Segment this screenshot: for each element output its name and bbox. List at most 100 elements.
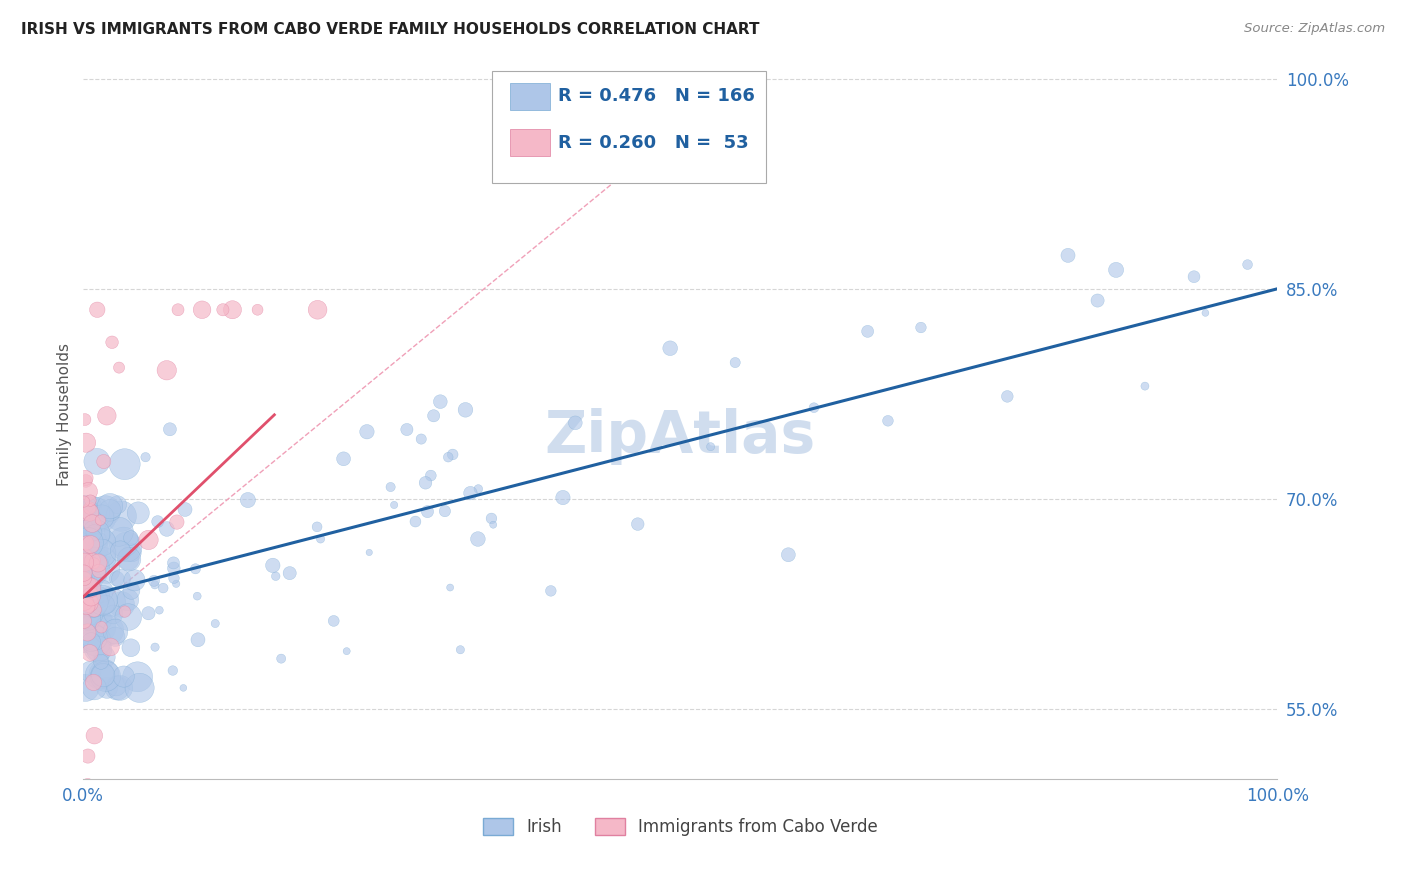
Point	[75, 471, 97, 485]
Point	[112, 669, 135, 683]
Point	[77, 611, 100, 625]
Point	[86, 302, 108, 317]
Point	[146, 515, 169, 529]
Point	[441, 448, 464, 462]
Point	[76, 572, 98, 586]
Point	[262, 558, 284, 573]
Point	[84, 634, 107, 648]
Point	[90, 655, 112, 669]
Point	[80, 537, 103, 551]
Point	[73, 570, 96, 584]
Point	[79, 646, 101, 660]
Point	[96, 681, 118, 695]
Point	[77, 578, 100, 592]
Point	[73, 572, 96, 586]
Point	[89, 591, 111, 605]
Point	[104, 624, 127, 639]
Point	[90, 546, 112, 560]
Point	[112, 535, 135, 549]
Point	[94, 551, 117, 566]
Point	[94, 504, 117, 518]
Point	[76, 779, 98, 793]
Point	[93, 667, 115, 681]
Point	[699, 440, 721, 454]
Point	[108, 360, 131, 375]
Point	[270, 651, 292, 665]
Point	[724, 355, 747, 369]
Text: ZipAtlas: ZipAtlas	[544, 409, 815, 465]
Point	[77, 484, 100, 499]
Point	[75, 517, 97, 532]
Point	[98, 499, 121, 513]
Point	[100, 595, 122, 609]
Point	[380, 480, 402, 494]
Point	[86, 627, 108, 641]
Point	[415, 475, 437, 490]
Point	[87, 556, 110, 570]
Point	[79, 665, 101, 679]
Point	[83, 631, 105, 645]
Point	[104, 630, 127, 644]
Point	[117, 593, 139, 607]
Point	[117, 610, 139, 624]
Point	[76, 625, 98, 640]
Point	[89, 513, 111, 527]
Point	[143, 578, 166, 592]
Point	[77, 596, 100, 610]
Point	[449, 642, 471, 657]
Point	[1194, 306, 1216, 320]
Point	[105, 572, 128, 586]
Point	[91, 668, 114, 682]
Point	[135, 450, 157, 465]
Point	[76, 599, 98, 613]
Point	[80, 580, 103, 594]
Point	[322, 614, 344, 628]
Point	[540, 583, 562, 598]
Point	[103, 607, 125, 622]
Point	[467, 532, 489, 546]
Point	[429, 394, 451, 409]
Point	[90, 650, 112, 665]
Point	[359, 545, 381, 559]
Point	[80, 581, 103, 595]
Point	[98, 503, 121, 517]
Point	[75, 474, 97, 488]
Point	[236, 493, 259, 508]
Text: IRISH VS IMMIGRANTS FROM CABO VERDE FAMILY HOUSEHOLDS CORRELATION CHART: IRISH VS IMMIGRANTS FROM CABO VERDE FAMI…	[21, 22, 759, 37]
Point	[127, 506, 149, 520]
Point	[419, 468, 441, 483]
Point	[404, 515, 426, 529]
Point	[108, 524, 131, 539]
Point	[101, 335, 124, 350]
Point	[89, 642, 111, 657]
Point	[433, 504, 456, 518]
Point	[77, 535, 100, 549]
Point	[107, 498, 129, 512]
Point	[165, 576, 187, 591]
Point	[174, 502, 197, 516]
Point	[1057, 248, 1080, 262]
Point	[83, 505, 105, 519]
Point	[98, 640, 121, 654]
Point	[124, 574, 146, 588]
Point	[163, 561, 186, 575]
Point	[83, 675, 105, 690]
Point	[83, 681, 105, 695]
Point	[166, 515, 188, 529]
Point	[204, 616, 226, 631]
Point	[110, 509, 132, 524]
Point	[83, 525, 105, 540]
Point	[481, 511, 503, 525]
Point	[186, 589, 208, 603]
Point	[77, 749, 100, 764]
Point	[152, 581, 174, 595]
Point	[93, 454, 115, 468]
Point	[121, 545, 143, 559]
Point	[416, 505, 439, 519]
Point	[482, 517, 505, 532]
Point	[90, 510, 112, 524]
Point	[89, 533, 111, 548]
Point	[143, 640, 166, 655]
Point	[89, 558, 111, 573]
Point	[411, 432, 433, 446]
